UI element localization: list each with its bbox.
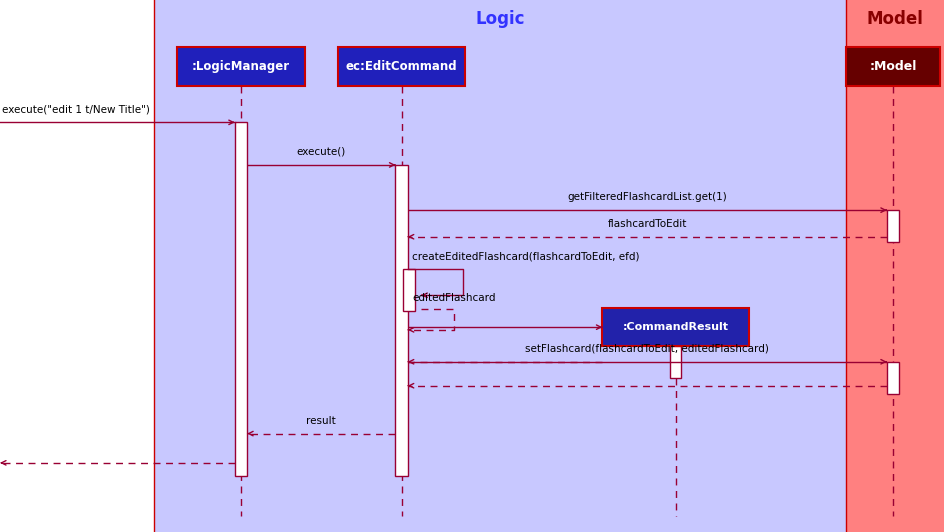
Text: ec:EditCommand: ec:EditCommand (346, 60, 457, 73)
Bar (337, 47, 464, 86)
Bar (669, 346, 681, 378)
Bar (395, 165, 408, 476)
Bar (845, 47, 939, 86)
Text: :LogicManager: :LogicManager (192, 60, 290, 73)
Bar (845, 0, 944, 532)
Text: Logic: Logic (475, 10, 524, 28)
Text: getFilteredFlashcardList.get(1): getFilteredFlashcardList.get(1) (566, 192, 727, 202)
Text: :CommandResult: :CommandResult (622, 322, 728, 332)
Text: createEditedFlashcard(flashcardToEdit, efd): createEditedFlashcard(flashcardToEdit, e… (412, 252, 639, 262)
Bar (154, 0, 845, 532)
Bar (234, 122, 247, 476)
Bar (402, 269, 414, 311)
Text: execute("edit 1 t/New Title"): execute("edit 1 t/New Title") (2, 104, 149, 114)
Text: :Model: :Model (868, 60, 916, 73)
Text: Model: Model (866, 10, 923, 28)
Text: flashcardToEdit: flashcardToEdit (607, 219, 686, 229)
Bar (885, 210, 899, 242)
Text: editedFlashcard: editedFlashcard (412, 293, 496, 303)
Text: result: result (306, 415, 336, 426)
Bar (885, 362, 899, 394)
Text: setFlashcard(flashcardToEdit, editedFlashcard): setFlashcard(flashcardToEdit, editedFlas… (525, 344, 768, 354)
Bar (602, 308, 748, 346)
Text: execute(): execute() (296, 147, 346, 157)
Bar (177, 47, 304, 86)
